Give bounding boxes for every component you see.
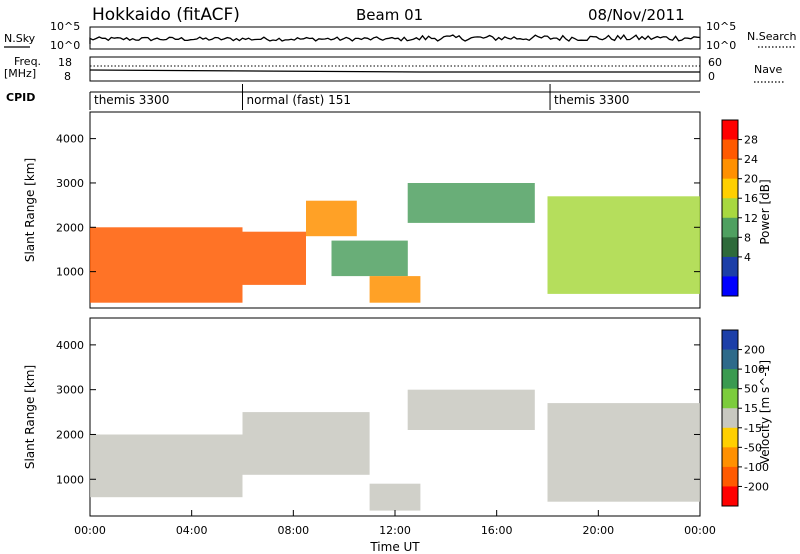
freq-unit-label: [MHz] xyxy=(4,67,36,80)
x-axis-title: Time UT xyxy=(369,540,420,554)
plot-title: Hokkaido (fitACF) xyxy=(92,5,240,25)
colorbar-swatch xyxy=(722,217,738,238)
y-tick-label: 2000 xyxy=(56,428,84,441)
y-tick-label: 4000 xyxy=(56,133,84,146)
colorbar-swatch xyxy=(722,466,738,487)
colorbar-swatch xyxy=(722,330,738,351)
colorbar-tick-label: 20 xyxy=(744,173,758,186)
data-region xyxy=(547,403,700,502)
nsearch-label: N.Search xyxy=(747,30,797,43)
colorbar-swatch xyxy=(722,256,738,277)
x-tick-label: 00:00 xyxy=(684,524,716,537)
colorbar-tick-label: 50 xyxy=(744,383,758,396)
data-region xyxy=(407,389,535,430)
colorbar-tick-label: 28 xyxy=(744,134,758,147)
cpid-band: themis 3300 normal (fast) 151 themis 3300 xyxy=(94,84,629,110)
colorbar-tick-label: 24 xyxy=(744,153,758,166)
data-region xyxy=(407,183,535,223)
y-tick-label: 3000 xyxy=(56,384,84,397)
data-region xyxy=(306,200,357,237)
velocity-ylabel: Slant Range [km] xyxy=(23,365,37,469)
y-tick-label: 1000 xyxy=(56,266,84,279)
y-tick-label: 3000 xyxy=(56,177,84,190)
colorbar-swatch xyxy=(722,178,738,199)
cpid-segment-label: themis 3300 xyxy=(554,93,629,107)
colorbar-swatch xyxy=(722,388,738,409)
colorbar-swatch xyxy=(722,139,738,160)
colorbar-swatch xyxy=(722,198,738,219)
y-tick-label: 4000 xyxy=(56,339,84,352)
power-panel-data xyxy=(90,183,700,303)
x-tick-label: 12:00 xyxy=(379,524,411,537)
noise-scale-bottom: 10^0 xyxy=(50,39,80,52)
noise-scale-top: 10^5 xyxy=(50,20,80,33)
colorbar-swatch xyxy=(722,447,738,468)
velocity-colorbar-label: Velocity [m s^-1] xyxy=(758,360,772,464)
freq-strip-frame xyxy=(89,56,701,82)
velocity-colorbar: 200 100 50 15 -15 -50 -100 -200 xyxy=(721,329,769,507)
nsky-label: N.Sky xyxy=(4,32,36,45)
x-tick-label: 04:00 xyxy=(176,524,208,537)
power-ylabel: Slant Range [km] xyxy=(23,158,37,262)
y-tick-label: 2000 xyxy=(56,221,84,234)
freq-scale-top: 18 xyxy=(58,56,72,69)
colorbar-tick-label: -15 xyxy=(744,422,762,435)
data-region xyxy=(369,276,421,303)
colorbar-swatch xyxy=(722,427,738,448)
colorbar-tick-label: 4 xyxy=(744,251,751,264)
colorbar-swatch xyxy=(722,159,738,180)
freq-scale-bottom: 8 xyxy=(64,70,71,83)
colorbar-swatch xyxy=(722,120,738,141)
data-region xyxy=(90,434,243,498)
colorbar-swatch xyxy=(722,237,738,258)
x-tick-label: 20:00 xyxy=(582,524,614,537)
colorbar-tick-label: 8 xyxy=(744,231,751,244)
noise-strip xyxy=(89,34,701,44)
x-tick-label: 08:00 xyxy=(277,524,309,537)
colorbar-tick-label: 200 xyxy=(744,344,765,357)
data-region xyxy=(547,196,700,294)
colorbar-tick-label: -100 xyxy=(744,461,769,474)
cpid-segment-label: normal (fast) 151 xyxy=(247,93,351,107)
data-region xyxy=(242,412,370,475)
colorbar-tick-label: 16 xyxy=(744,192,758,205)
colorbar-frame xyxy=(721,119,739,297)
freq-trace xyxy=(89,69,700,73)
date-label: 08/Nov/2011 xyxy=(588,6,685,24)
colorbar-swatch xyxy=(722,276,738,297)
nave-label: Nave xyxy=(754,63,782,76)
data-region xyxy=(331,240,408,277)
noise-scale-bottom-right: 10^0 xyxy=(706,39,736,52)
colorbar-swatch xyxy=(722,369,738,390)
colorbar-swatch xyxy=(722,408,738,429)
cpid-label: CPID xyxy=(6,91,35,104)
colorbar-frame xyxy=(721,329,739,507)
colorbar-tick-label: 100 xyxy=(744,363,765,376)
nave-scale-top: 60 xyxy=(708,56,722,69)
velocity-panel-data xyxy=(90,389,700,511)
y-tick-label: 1000 xyxy=(56,473,84,486)
data-region xyxy=(242,231,306,285)
colorbar-tick-label: -50 xyxy=(744,441,762,454)
beam-label: Beam 01 xyxy=(356,6,423,24)
panel-axes: 1000 2000 3000 4000 1000 2000 3000 4000 00:00 04:… xyxy=(56,133,716,537)
freq-label: Freq. xyxy=(14,55,41,68)
data-region xyxy=(90,227,243,303)
colorbar-tick-label: 12 xyxy=(744,212,758,225)
power-colorbar-label: Power [dB] xyxy=(758,179,772,244)
nave-scale-bottom: 0 xyxy=(708,70,715,83)
colorbar-tick-label: -200 xyxy=(744,480,769,493)
cpid-segment-label: themis 3300 xyxy=(94,93,169,107)
freq-strip xyxy=(89,65,700,73)
noise-scale-top-right: 10^5 xyxy=(706,20,736,33)
power-colorbar: 28 24 20 16 12 8 4 xyxy=(721,119,758,297)
x-tick-label: 00:00 xyxy=(74,524,106,537)
colorbar-tick-label: 15 xyxy=(744,402,758,415)
noise-trace xyxy=(89,34,701,44)
x-tick-label: 16:00 xyxy=(481,524,513,537)
colorbar-swatch xyxy=(722,349,738,370)
colorbar-swatch xyxy=(722,486,738,507)
data-region xyxy=(369,483,421,511)
